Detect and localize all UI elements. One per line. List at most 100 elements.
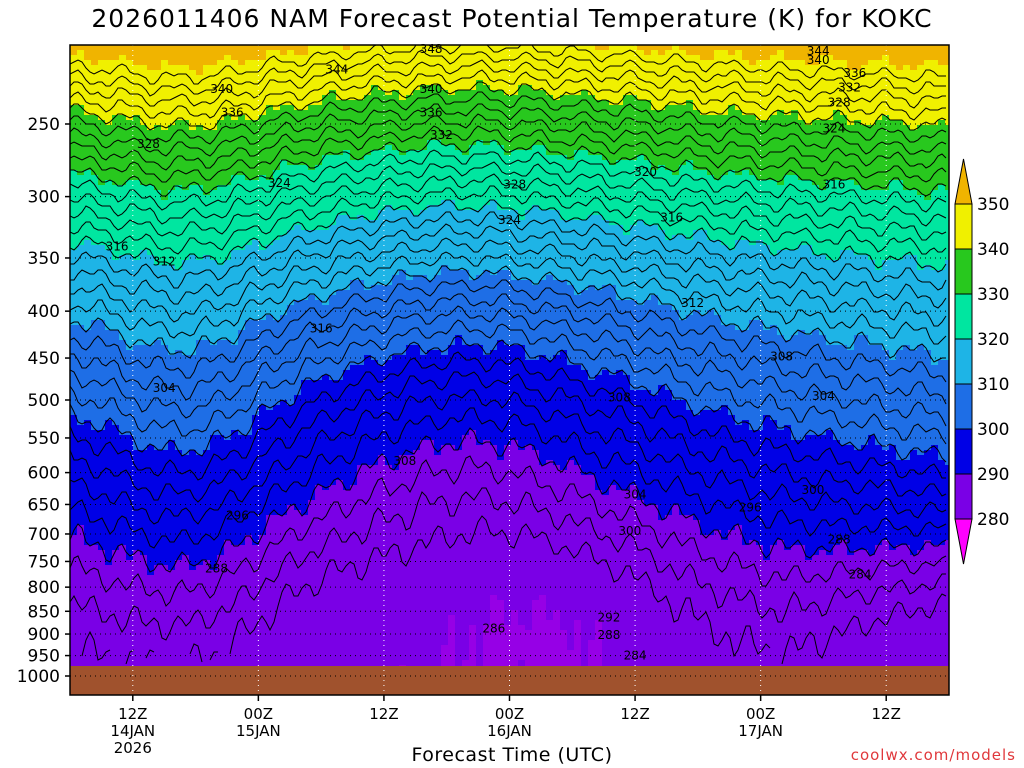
theta-fill-cell (182, 370, 190, 376)
theta-fill-cell (308, 170, 316, 176)
theta-fill-cell (196, 485, 204, 491)
theta-fill-cell (308, 50, 316, 56)
theta-fill-cell (231, 285, 239, 291)
theta-fill-cell (189, 110, 197, 116)
theta-fill-cell (343, 190, 351, 196)
theta-fill-cell (126, 185, 134, 191)
theta-fill-cell (294, 365, 302, 371)
theta-fill-cell (175, 445, 183, 451)
theta-fill-cell (259, 190, 267, 196)
theta-fill-cell (147, 590, 155, 596)
theta-fill-cell (119, 205, 127, 211)
theta-fill-cell (175, 170, 183, 176)
theta-fill-cell (294, 425, 302, 431)
theta-fill-cell (273, 290, 281, 296)
theta-fill-cell (91, 445, 99, 451)
theta-fill-cell (98, 640, 106, 646)
theta-fill-cell (154, 225, 162, 231)
theta-fill-cell (224, 440, 232, 446)
theta-fill-cell (224, 570, 232, 576)
theta-fill-cell (287, 445, 295, 451)
theta-fill-cell (231, 220, 239, 226)
theta-fill-cell (217, 645, 225, 651)
theta-fill-cell (245, 230, 253, 236)
theta-fill-cell (77, 275, 85, 281)
theta-fill-cell (294, 200, 302, 206)
theta-fill-cell (322, 45, 330, 51)
theta-fill-cell (343, 500, 351, 506)
theta-fill-cell (133, 220, 141, 226)
theta-fill-cell (161, 90, 169, 96)
theta-fill-cell (98, 430, 106, 436)
theta-fill-cell (147, 340, 155, 346)
theta-fill-cell (126, 435, 134, 441)
theta-fill-cell (189, 545, 197, 551)
theta-fill-cell (238, 305, 246, 311)
theta-fill-cell (266, 660, 274, 666)
theta-fill-cell (224, 635, 232, 641)
theta-fill-cell (280, 370, 288, 376)
theta-fill-cell (231, 205, 239, 211)
theta-fill-cell (98, 325, 106, 331)
theta-fill-cell (91, 600, 99, 606)
theta-fill-cell (224, 155, 232, 161)
theta-fill-cell (280, 545, 288, 551)
theta-fill-cell (126, 135, 134, 141)
theta-fill-cell (140, 390, 148, 396)
theta-fill-cell (238, 495, 246, 501)
theta-fill-cell (140, 280, 148, 286)
theta-fill-cell (266, 335, 274, 341)
theta-fill-cell (112, 475, 120, 481)
theta-fill-cell (259, 170, 267, 176)
theta-fill-cell (175, 630, 183, 636)
theta-fill-cell (231, 265, 239, 271)
theta-fill-cell (196, 110, 204, 116)
theta-fill-cell (133, 200, 141, 206)
theta-fill-cell (140, 45, 148, 51)
theta-fill-cell (77, 335, 85, 341)
theta-fill-cell (112, 185, 120, 191)
theta-fill-cell (161, 175, 169, 181)
theta-fill-cell (315, 185, 323, 191)
theta-fill-cell (175, 160, 183, 166)
theta-fill-cell (140, 305, 148, 311)
theta-fill-cell (217, 180, 225, 186)
theta-fill-cell (287, 60, 295, 66)
theta-fill-cell (140, 460, 148, 466)
theta-fill-cell (301, 110, 309, 116)
theta-fill-cell (224, 505, 232, 511)
theta-fill-cell (266, 130, 274, 136)
theta-fill-cell (84, 585, 92, 591)
theta-fill-cell (273, 485, 281, 491)
theta-fill-cell (175, 345, 183, 351)
theta-fill-cell (133, 350, 141, 356)
theta-fill-cell (336, 640, 344, 646)
theta-fill-cell (70, 630, 78, 636)
theta-fill-cell (301, 450, 309, 456)
theta-fill-cell (196, 140, 204, 146)
theta-fill-cell (161, 180, 169, 186)
theta-fill-cell (238, 255, 246, 261)
theta-fill-cell (238, 270, 246, 276)
theta-fill-cell (294, 285, 302, 291)
theta-fill-cell (231, 155, 239, 161)
theta-fill-cell (168, 425, 176, 431)
theta-fill-cell (259, 430, 267, 436)
theta-fill-cell (238, 575, 246, 581)
theta-fill-cell (112, 415, 120, 421)
theta-fill-cell (315, 355, 323, 361)
theta-fill-cell (119, 450, 127, 456)
theta-fill-cell (210, 515, 218, 521)
theta-fill-cell (147, 545, 155, 551)
theta-fill-cell (308, 505, 316, 511)
theta-fill-cell (196, 465, 204, 471)
theta-fill-cell (98, 600, 106, 606)
theta-fill-cell (308, 445, 316, 451)
theta-fill-cell (84, 535, 92, 541)
theta-fill-cell (112, 385, 120, 391)
theta-fill-cell (161, 260, 169, 266)
theta-fill-cell (322, 155, 330, 161)
theta-fill-cell (294, 225, 302, 231)
theta-fill-cell (322, 405, 330, 411)
theta-fill-cell (245, 425, 253, 431)
